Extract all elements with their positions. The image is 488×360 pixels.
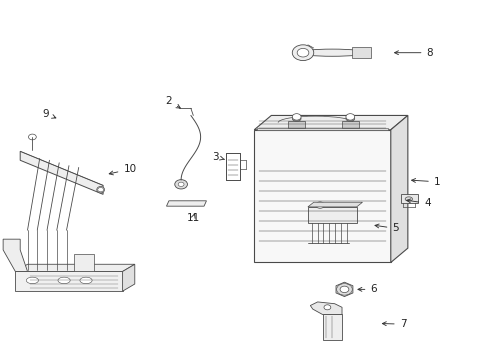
Text: 2: 2 (165, 96, 180, 108)
Text: 8: 8 (394, 48, 432, 58)
Circle shape (345, 114, 354, 120)
Ellipse shape (26, 277, 39, 284)
Polygon shape (166, 201, 206, 206)
Text: 6: 6 (357, 284, 376, 294)
Polygon shape (390, 116, 407, 262)
Text: 10: 10 (109, 164, 136, 175)
Circle shape (178, 182, 183, 186)
Bar (351, 47, 370, 58)
Text: 3: 3 (211, 152, 224, 162)
Polygon shape (3, 239, 27, 271)
Circle shape (292, 45, 313, 60)
Text: 5: 5 (374, 224, 398, 233)
Circle shape (297, 48, 308, 57)
Polygon shape (15, 264, 135, 271)
Polygon shape (20, 151, 103, 194)
Bar (15, 271, 122, 291)
Ellipse shape (405, 197, 412, 201)
Polygon shape (74, 253, 94, 271)
Ellipse shape (292, 116, 301, 121)
Text: 1: 1 (411, 177, 440, 187)
Circle shape (292, 114, 301, 120)
Bar (288, 121, 305, 128)
Ellipse shape (298, 49, 366, 56)
Text: 4: 4 (406, 198, 430, 208)
Ellipse shape (345, 116, 354, 121)
Polygon shape (254, 116, 407, 130)
Ellipse shape (80, 277, 92, 284)
Text: 11: 11 (186, 213, 200, 222)
Circle shape (28, 134, 36, 140)
Bar (341, 121, 358, 128)
Text: 7: 7 (382, 319, 406, 329)
Bar (322, 315, 341, 339)
Circle shape (174, 180, 187, 189)
Text: 9: 9 (42, 109, 56, 119)
Circle shape (339, 286, 348, 293)
Bar (307, 207, 356, 223)
Bar (254, 130, 390, 262)
Circle shape (98, 188, 103, 192)
Circle shape (324, 305, 330, 310)
Circle shape (315, 202, 324, 208)
Ellipse shape (58, 277, 70, 284)
Ellipse shape (97, 186, 104, 193)
Polygon shape (122, 264, 135, 291)
Polygon shape (307, 202, 362, 207)
Bar (400, 194, 417, 203)
Bar (256, 128, 387, 130)
Polygon shape (310, 302, 341, 315)
